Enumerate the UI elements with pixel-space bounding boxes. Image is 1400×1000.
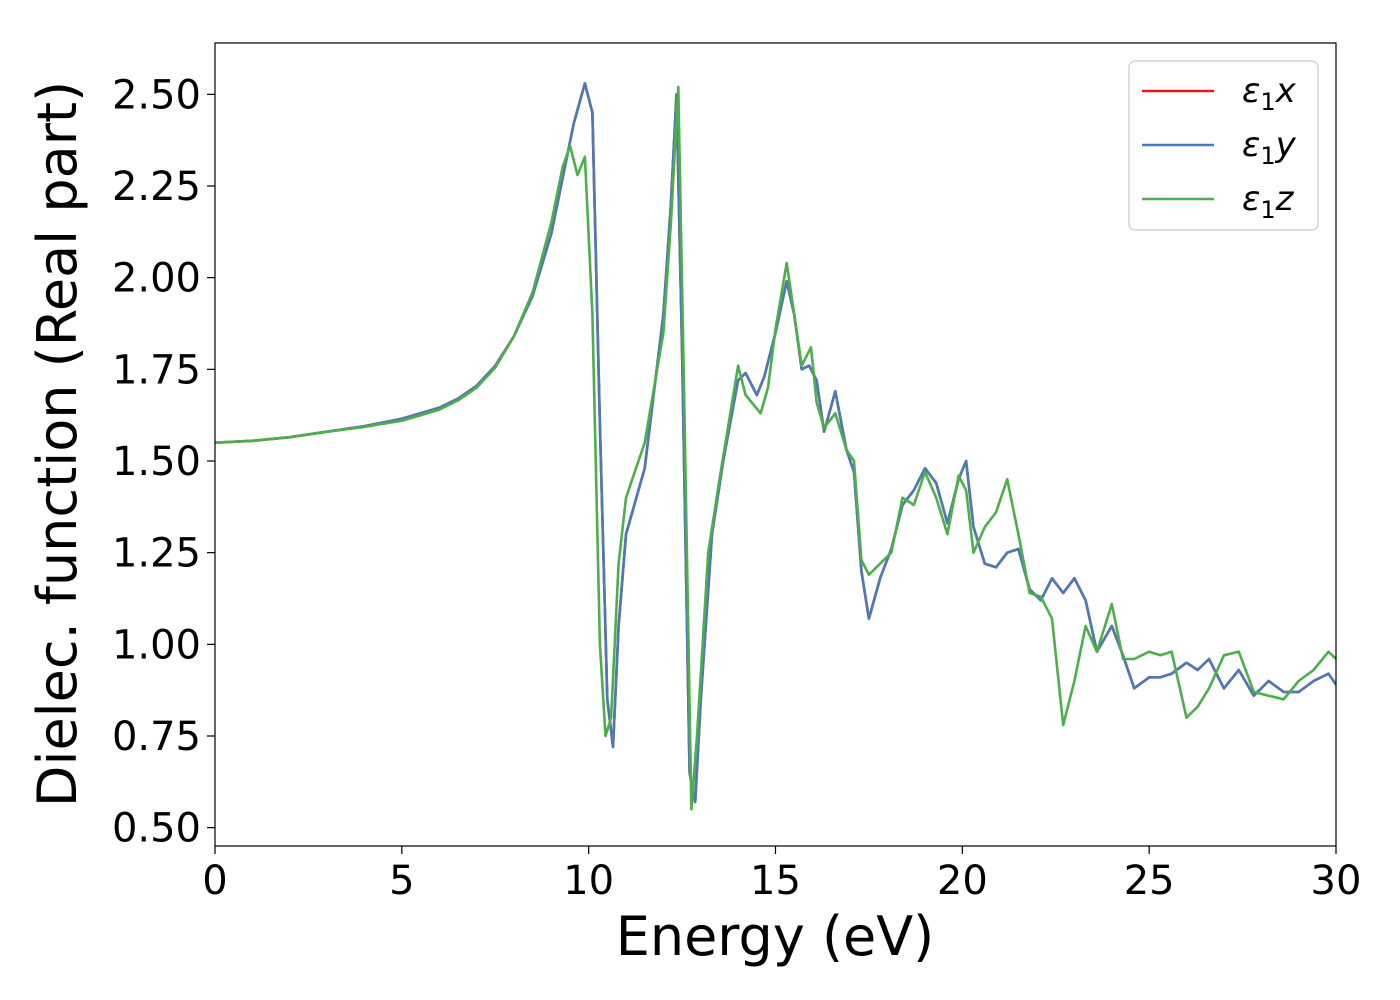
x-tick-label: 15: [750, 858, 801, 904]
y-tick-label: 0.75: [112, 714, 201, 760]
y-tick-label: 1.75: [112, 347, 201, 393]
series-layer: [215, 82, 1336, 811]
y-axis-title: Dielec. function (Real part): [26, 81, 89, 807]
legend: ε1x ε1y ε1z: [1128, 60, 1319, 231]
series-line-z: [215, 85, 1336, 811]
x-tick-label: 25: [1124, 858, 1175, 904]
legend-label-x: ε1x: [1242, 71, 1297, 116]
y-tick-label: 2.25: [112, 164, 201, 210]
y-tick-label: 2.00: [112, 256, 201, 302]
x-tick-label: 30: [1311, 858, 1362, 904]
y-tick-label: 0.50: [112, 806, 201, 852]
x-tick-label: 10: [563, 858, 614, 904]
x-tick-label: 0: [202, 858, 227, 904]
x-tick-label: 5: [389, 858, 414, 904]
y-axis-ticks: 0.50 0.75 1.00 1.25 1.50 1.75 2.00 2.25 2.50: [112, 72, 215, 852]
legend-entries: ε1x ε1y ε1z: [1142, 71, 1297, 224]
legend-label-z: ε1z: [1242, 179, 1295, 224]
y-tick-label: 1.50: [112, 439, 201, 485]
legend-box: [1128, 60, 1319, 231]
y-tick-label: 2.50: [112, 72, 201, 118]
x-tick-label: 20: [937, 858, 988, 904]
x-axis-ticks: 0 5 10 15 20 25 30: [202, 846, 1361, 904]
y-tick-label: 1.00: [112, 622, 201, 668]
legend-label-y: ε1y: [1242, 125, 1297, 170]
x-axis-title: Energy (eV): [616, 905, 935, 968]
y-tick-label: 1.25: [112, 531, 201, 577]
series-line-y: [215, 82, 1336, 804]
